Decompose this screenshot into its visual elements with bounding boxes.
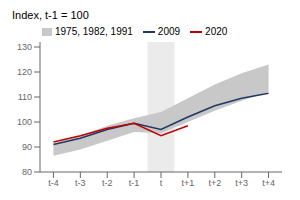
svg-text:90: 90	[22, 142, 32, 152]
svg-text:t-1: t-1	[129, 178, 140, 188]
svg-text:t+1: t+1	[182, 178, 195, 188]
svg-text:t-3: t-3	[75, 178, 86, 188]
svg-text:t-2: t-2	[102, 178, 113, 188]
svg-text:t+2: t+2	[208, 178, 221, 188]
svg-text:t+3: t+3	[235, 178, 248, 188]
svg-text:t+4: t+4	[262, 178, 275, 188]
svg-text:120: 120	[17, 67, 32, 77]
html-text:Index, t-1 = 100: Index, t-1 = 100	[12, 9, 89, 21]
svg-text:110: 110	[18, 92, 32, 102]
html-text:1975, 1982, 1991: 1975, 1982, 1991	[55, 26, 133, 37]
svg-text:100: 100	[17, 117, 32, 127]
svg-text:t: t	[160, 178, 163, 188]
svg-text:80: 80	[22, 167, 32, 177]
svg-text:t-4: t-4	[48, 178, 59, 188]
svg-text:130: 130	[17, 42, 32, 52]
html-text:2020: 2020	[205, 26, 228, 37]
html-text:2009: 2009	[157, 26, 181, 37]
